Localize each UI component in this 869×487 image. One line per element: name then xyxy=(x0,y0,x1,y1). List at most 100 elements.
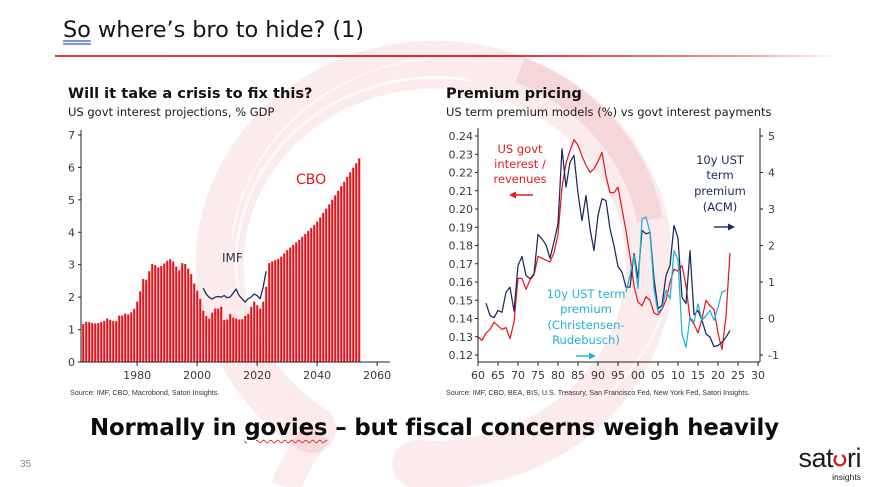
cbo-bar xyxy=(309,228,313,362)
slide-title: So where’s bro to hide? (1) xyxy=(63,17,364,43)
cbo-bar xyxy=(345,176,349,362)
left-y-tick-label: 0.12 xyxy=(449,349,474,362)
x-tick-label: 10 xyxy=(671,369,685,382)
cbo-bar xyxy=(294,242,298,362)
imf-label: IMF xyxy=(222,251,243,265)
cbo-bar xyxy=(297,239,301,362)
logo-ring-icon xyxy=(833,444,847,467)
cbo-bar xyxy=(135,301,139,362)
cbo-bar xyxy=(300,236,304,362)
cbo-bar xyxy=(189,274,193,362)
cbo-bar xyxy=(282,253,286,362)
x-tick-label: 00 xyxy=(631,369,645,382)
cbo-bar xyxy=(336,190,340,362)
cbo-bar xyxy=(279,256,283,362)
left-y-tick-label: 0.17 xyxy=(449,258,474,271)
cbo-bar xyxy=(321,212,325,362)
cbo-bar xyxy=(234,318,238,362)
cbo-bar xyxy=(264,286,268,362)
cbo-bar xyxy=(357,158,361,362)
cbo-bar xyxy=(123,313,127,362)
cbo-bar xyxy=(93,323,97,362)
y-tick-label: 1 xyxy=(68,324,75,337)
x-tick-label: 20 xyxy=(711,369,725,382)
right-chart-source: Source: IMF, CBO, BEA, BIS, U.S. Treasur… xyxy=(446,388,750,397)
slide-title-rest: where’s bro to hide? (1) xyxy=(90,17,364,43)
cbo-bar xyxy=(327,204,331,362)
right-chart-axis-ticks: 0.24 0.23 0.22 0.21 0.20 0.19 0.18 0.17 0.16 0.15… xyxy=(449,130,779,382)
annotation-line: Rudebusch) xyxy=(552,333,620,347)
cbo-bar xyxy=(303,233,307,362)
x-tick-label: 2000 xyxy=(183,369,211,382)
left-y-tick-label: 0.21 xyxy=(449,185,474,198)
cbo-bar xyxy=(342,181,346,362)
cbo-bar xyxy=(114,321,118,362)
left-y-tick-label: 0.20 xyxy=(449,203,474,216)
y-tick-label: 7 xyxy=(68,129,75,142)
arrow-right-icon xyxy=(714,223,735,231)
series-lines-group xyxy=(477,139,731,351)
interest-revenues-line xyxy=(477,139,731,351)
headline-before: Normally in xyxy=(89,415,245,441)
x-tick-label: 85 xyxy=(571,369,585,382)
x-tick-label: 90 xyxy=(591,369,605,382)
cbo-bar xyxy=(162,263,166,362)
cbo-bar xyxy=(180,263,184,362)
annotation-line: revenues xyxy=(493,172,546,186)
cbo-bar xyxy=(216,308,220,362)
cbo-bar xyxy=(315,221,319,362)
cbo-bar xyxy=(261,301,265,362)
right-y-tick-label: 3 xyxy=(768,203,775,216)
interest-projections-chart: 0 1 2 3 4 5 6 7 1980 2000 2020 2040 2060 IMF CBO xyxy=(68,129,391,382)
brush-highlight xyxy=(515,57,663,223)
x-tick-label: 2020 xyxy=(243,369,271,382)
cbo-bar xyxy=(147,271,151,362)
cbo-bar xyxy=(225,319,229,362)
cbo-bar xyxy=(159,266,163,362)
cbo-bar xyxy=(240,319,244,362)
cbo-bar xyxy=(126,314,130,362)
left-chart-source: Source: IMF, CBO, Macrobond, Satori Insi… xyxy=(70,388,220,397)
x-tick-label: 15 xyxy=(691,369,705,382)
cbo-bar xyxy=(165,260,169,362)
logo-tagline: insights xyxy=(832,472,861,482)
cbo-bar xyxy=(132,308,136,362)
brush-tail xyxy=(271,422,330,487)
cbo-bar xyxy=(213,308,217,362)
right-y-tick-label: 2 xyxy=(768,240,775,253)
satori-logo: sat ri insights xyxy=(789,443,865,483)
cbo-bar xyxy=(285,250,289,362)
headline-flagged-word: govies xyxy=(244,415,328,441)
annotation-line: 10y UST term xyxy=(547,287,626,301)
cbo-bar xyxy=(306,230,310,362)
cbo-bar xyxy=(246,314,250,362)
cbo-bar xyxy=(288,247,292,362)
cbo-bar xyxy=(219,306,223,362)
cbo-bar xyxy=(177,270,181,362)
x-tick-label: 2040 xyxy=(303,369,331,382)
annotation-line: premium xyxy=(694,184,746,198)
slide-headline: Normally in govies – but fiscal concerns… xyxy=(0,415,869,441)
cbo-bar xyxy=(351,167,355,362)
cbo-bar xyxy=(312,224,316,362)
cbo-bar xyxy=(195,290,199,362)
y-tick-label: 0 xyxy=(68,356,75,369)
cbo-bar xyxy=(168,259,172,362)
title-underline-rule xyxy=(55,55,835,57)
x-tick-label: 75 xyxy=(531,369,545,382)
cbo-bar xyxy=(90,323,94,362)
left-y-tick-label: 0.22 xyxy=(449,167,474,180)
left-axis-ticks: 0 1 2 3 4 5 6 7 1980 2000 2020 2040 2060 xyxy=(68,129,391,382)
logo-wordmark: sat ri xyxy=(798,443,861,473)
left-y-tick-label: 0.24 xyxy=(449,130,474,143)
cbo-bar xyxy=(249,306,253,362)
arrow-right-icon xyxy=(576,352,596,360)
cbo-bar xyxy=(291,244,295,362)
cbo-bar xyxy=(81,324,85,362)
cbo-bar xyxy=(228,314,232,362)
cbo-bar xyxy=(210,312,214,362)
cbo-bar xyxy=(186,268,190,362)
cbo-bar xyxy=(231,317,235,362)
x-tick-label: 95 xyxy=(611,369,625,382)
